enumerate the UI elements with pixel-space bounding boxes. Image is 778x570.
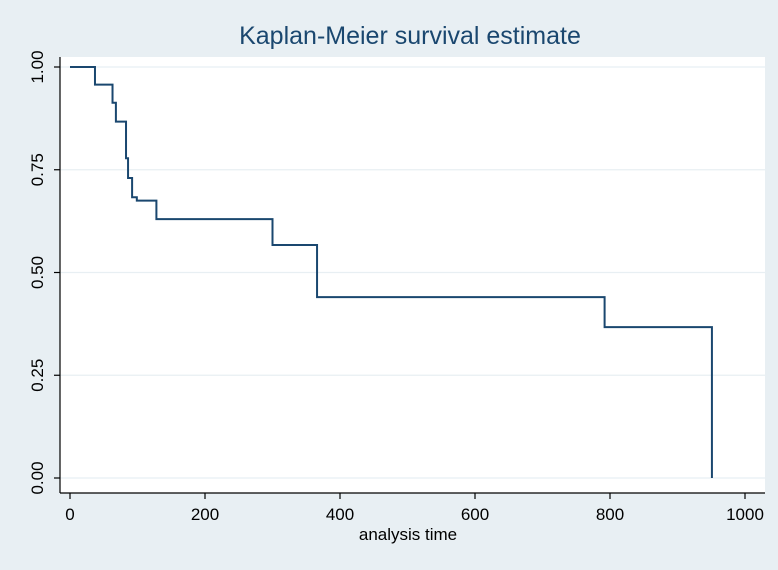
x-tick-label: 600 bbox=[461, 505, 489, 524]
x-tick-label: 400 bbox=[326, 505, 354, 524]
y-tick-label: 0.25 bbox=[28, 359, 47, 392]
axes: 0.00 0.25 0.50 0.75 1.00 0 200 400 600 800 1000 bbox=[28, 50, 765, 524]
y-tick-label: 1.00 bbox=[28, 50, 47, 83]
y-tick-label: 0.00 bbox=[28, 461, 47, 494]
y-tick-label: 0.50 bbox=[28, 256, 47, 289]
gridlines bbox=[60, 66, 765, 479]
x-tick-label: 0 bbox=[65, 505, 74, 524]
x-tick-label: 200 bbox=[191, 505, 219, 524]
x-tick-label: 800 bbox=[596, 505, 624, 524]
x-tick-label: 1000 bbox=[726, 505, 764, 524]
x-axis-label: analysis time bbox=[359, 525, 457, 544]
y-tick-label: 0.75 bbox=[28, 153, 47, 186]
plot-area bbox=[60, 57, 765, 493]
survival-curve bbox=[70, 66, 713, 478]
chart-title: Kaplan-Meier survival estimate bbox=[239, 22, 581, 50]
